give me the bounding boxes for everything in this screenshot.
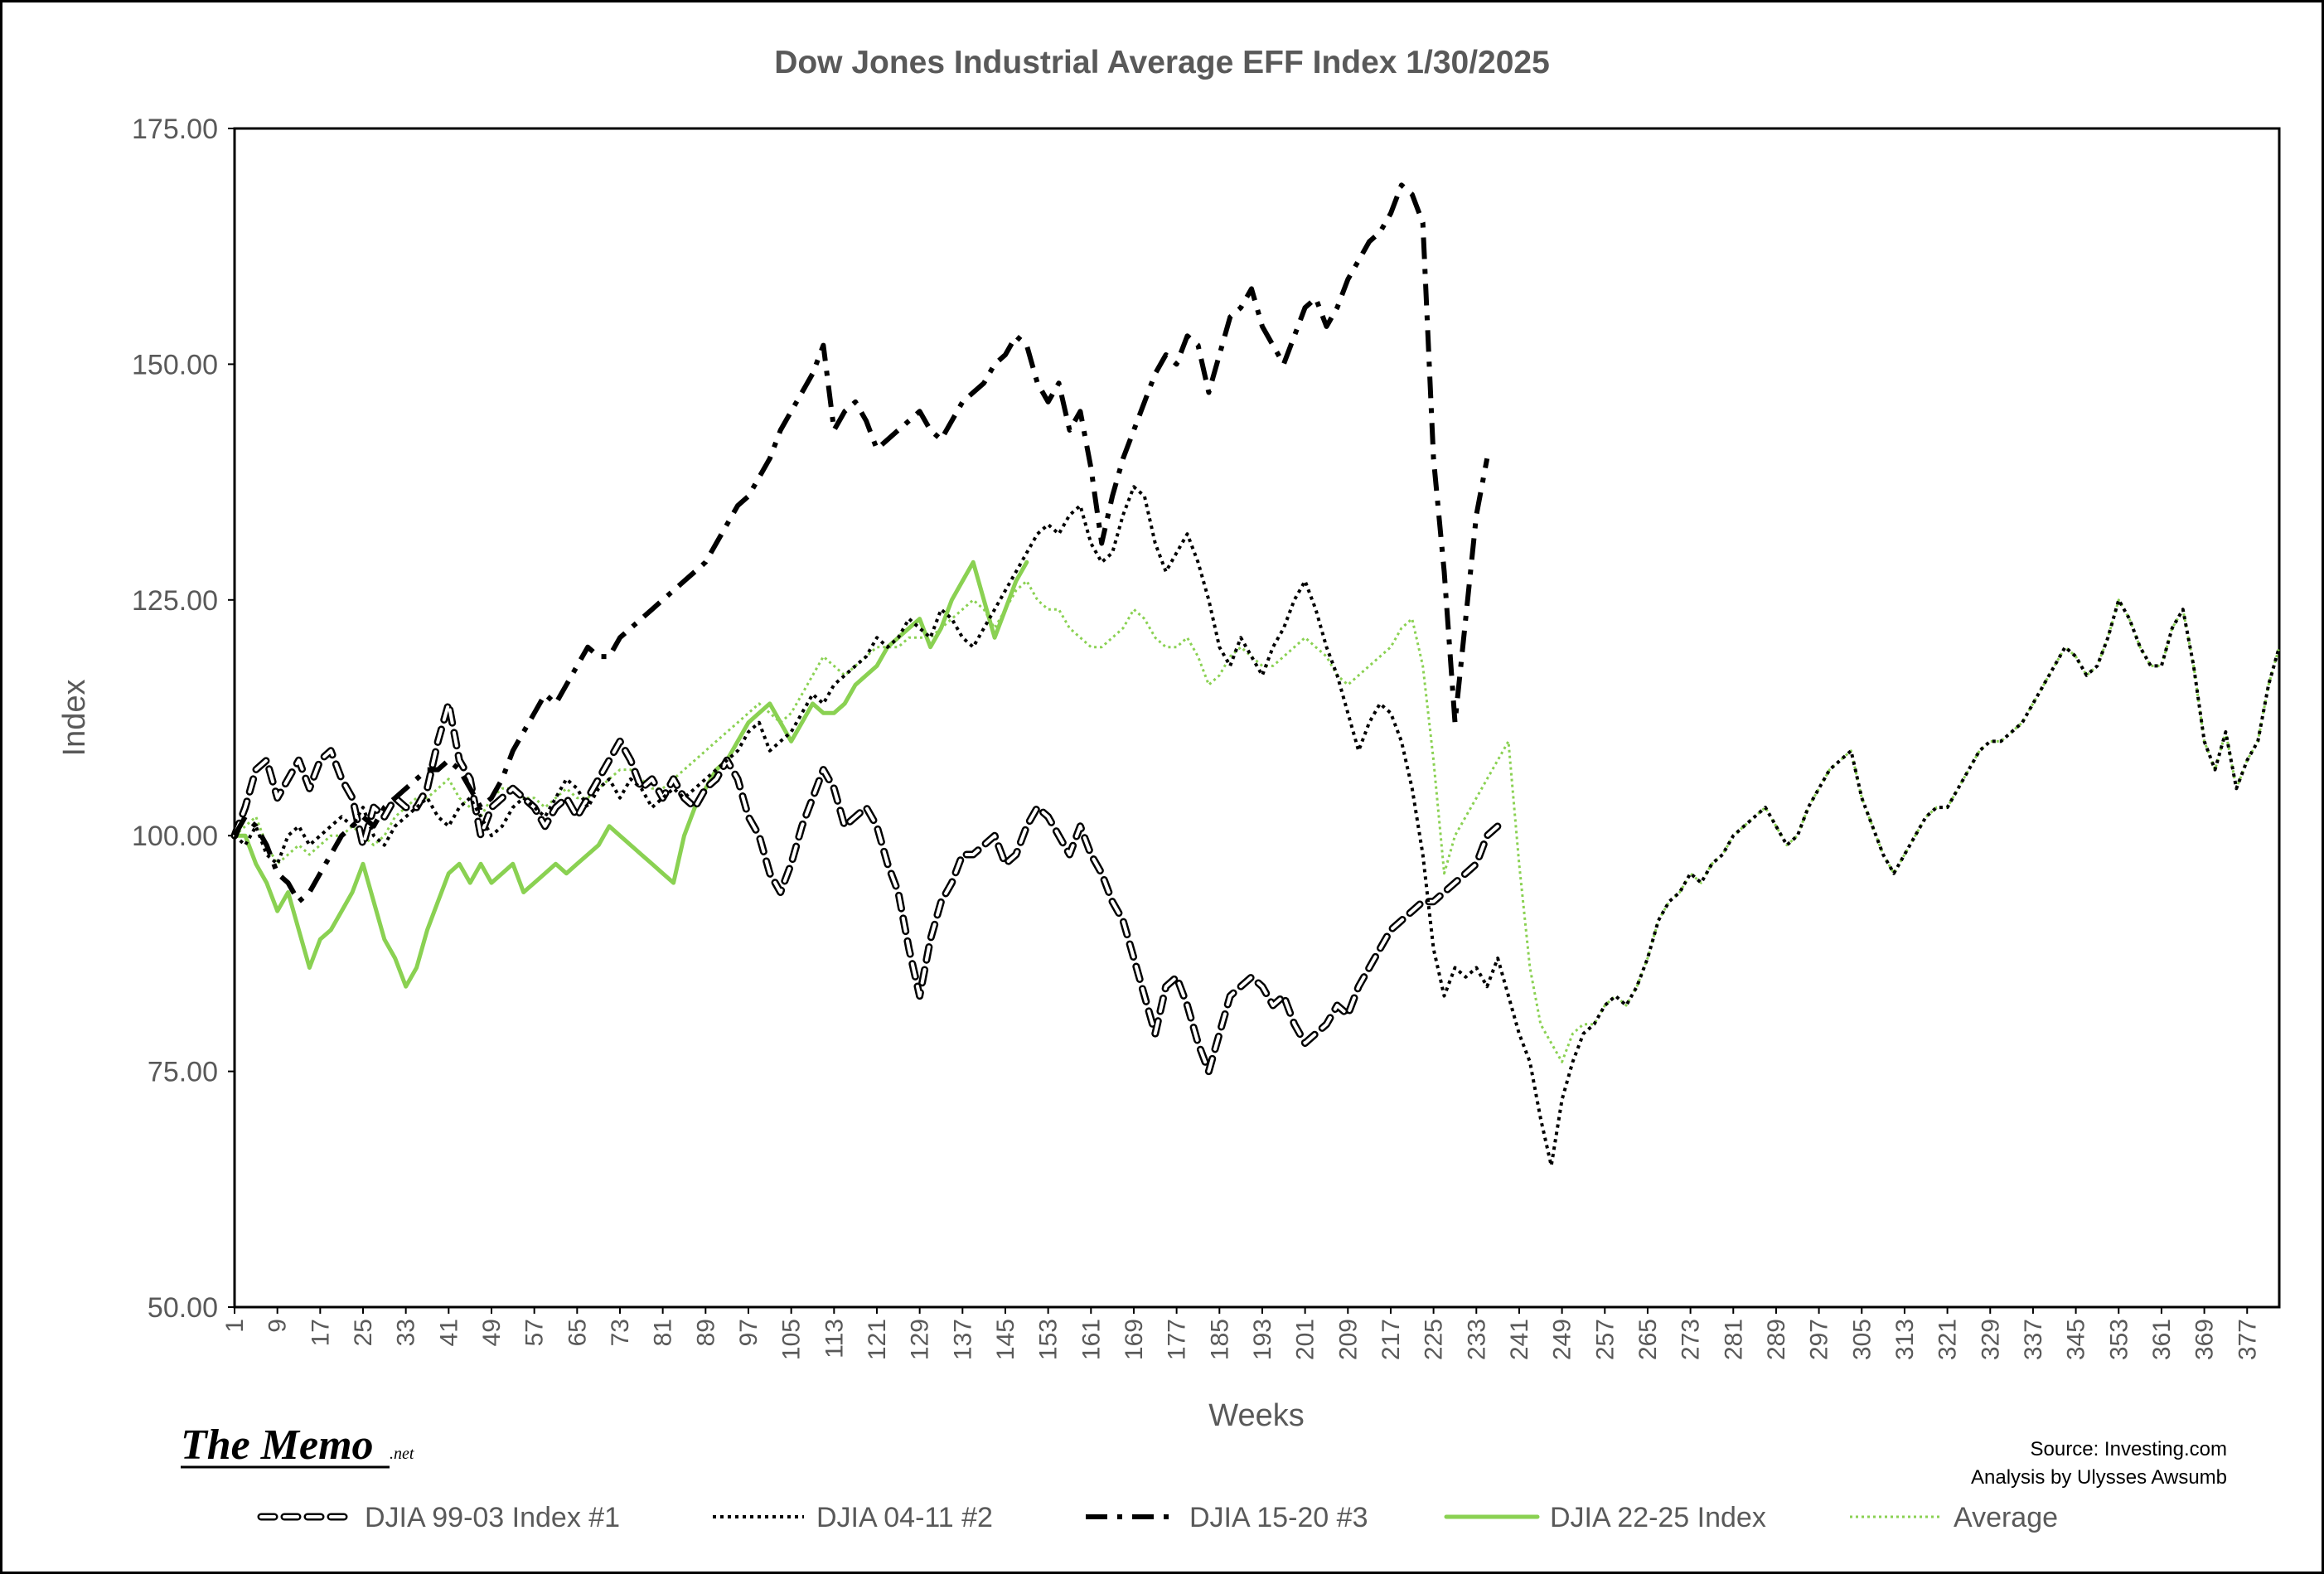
x-tick-label: 265 — [1634, 1319, 1662, 1360]
x-tick-label: 257 — [1591, 1319, 1619, 1360]
x-tick-label: 49 — [478, 1319, 506, 1346]
y-tick-label: 100.00 — [132, 821, 218, 852]
y-tick-label: 75.00 — [148, 1057, 218, 1088]
legend-label: Average — [1954, 1502, 2058, 1533]
x-tick-label: 281 — [1720, 1319, 1747, 1360]
x-tick-label: 377 — [2234, 1319, 2261, 1360]
x-tick-label: 193 — [1249, 1319, 1276, 1360]
legend-label: DJIA 22-25 Index — [1550, 1502, 1766, 1533]
logo-suffix: .net — [390, 1445, 414, 1463]
x-tick-label: 137 — [949, 1319, 976, 1360]
x-tick-label: 297 — [1806, 1319, 1833, 1360]
legend: DJIA 99-03 Index #1 DJIA 04-11 #2 DJIA 15-… — [257, 1502, 2058, 1533]
x-tick-label: 329 — [1977, 1319, 2004, 1360]
x-tick-label: 321 — [1934, 1319, 1962, 1360]
chart-title: Dow Jones Industrial Average EFF Index 1… — [774, 45, 1550, 80]
x-tick-label: 177 — [1164, 1319, 1191, 1360]
x-tick-label: 9 — [264, 1319, 292, 1333]
legend-label: DJIA 15-20 #3 — [1189, 1502, 1368, 1533]
x-tick-label: 249 — [1549, 1319, 1576, 1360]
x-tick-label: 369 — [2191, 1319, 2219, 1360]
series-layer — [230, 182, 2281, 1168]
series-line-1 — [233, 485, 2281, 1168]
legend-label: DJIA 99-03 Index #1 — [365, 1502, 620, 1533]
logo-text: The Memo — [181, 1421, 374, 1469]
x-tick-label: 97 — [735, 1319, 763, 1346]
x-tick-label: 209 — [1334, 1319, 1362, 1360]
x-tick-label: 169 — [1121, 1319, 1148, 1360]
x-tick-label: 89 — [692, 1319, 719, 1346]
x-tick-label: 1 — [221, 1319, 249, 1333]
x-tick-label: 17 — [307, 1319, 334, 1346]
x-axis-ticks: 1 9 17 25 33 41 49 57 65 73 81 89 97 105 113 121 129 137 1… — [221, 1307, 2261, 1360]
legend-label: DJIA 04-11 #2 — [816, 1502, 993, 1533]
analysis-line: Analysis by Ulysses Awsumb — [1971, 1466, 2227, 1489]
y-axis-label: Index — [57, 680, 92, 757]
x-tick-label: 225 — [1421, 1319, 1448, 1360]
x-tick-label: 41 — [435, 1319, 462, 1346]
y-axis-ticks: 50.00 75.00 100.00 125.00 150.00 175.00 — [132, 114, 235, 1324]
x-tick-label: 337 — [2020, 1319, 2047, 1360]
x-tick-label: 161 — [1077, 1319, 1105, 1360]
x-tick-label: 273 — [1678, 1319, 1705, 1360]
x-tick-label: 65 — [564, 1319, 591, 1346]
x-tick-label: 241 — [1506, 1319, 1533, 1360]
x-tick-label: 345 — [2063, 1319, 2090, 1360]
series-line-0 — [233, 701, 1500, 1073]
x-tick-label: 105 — [778, 1319, 806, 1360]
x-tick-label: 129 — [907, 1319, 934, 1360]
series-line-4 — [234, 579, 2281, 1063]
x-tick-label: 153 — [1035, 1319, 1063, 1360]
x-tick-label: 81 — [650, 1319, 677, 1346]
x-tick-label: 353 — [2105, 1319, 2133, 1360]
x-tick-label: 121 — [864, 1319, 891, 1360]
x-tick-label: 233 — [1463, 1319, 1490, 1360]
x-tick-label: 313 — [1891, 1319, 1919, 1360]
x-tick-label: 185 — [1206, 1319, 1233, 1360]
x-axis-label: Weeks — [1208, 1398, 1304, 1433]
y-tick-label: 125.00 — [132, 585, 218, 617]
plot-area — [233, 127, 2281, 1309]
y-tick-label: 175.00 — [132, 114, 218, 145]
x-tick-label: 201 — [1292, 1319, 1319, 1360]
x-tick-label: 289 — [1763, 1319, 1790, 1360]
x-tick-label: 361 — [2148, 1319, 2176, 1360]
x-tick-label: 25 — [350, 1319, 377, 1346]
x-tick-label: 113 — [821, 1319, 848, 1358]
y-tick-label: 150.00 — [132, 349, 218, 380]
x-tick-label: 305 — [1848, 1319, 1876, 1360]
source-line: Source: Investing.com — [2031, 1438, 2227, 1460]
x-tick-label: 57 — [521, 1319, 549, 1346]
y-tick-label: 50.00 — [148, 1292, 218, 1324]
x-tick-label: 73 — [607, 1319, 634, 1346]
x-tick-label: 33 — [393, 1319, 420, 1346]
series-line-2 — [232, 182, 1490, 904]
x-tick-label: 217 — [1377, 1319, 1405, 1360]
x-tick-label: 145 — [992, 1319, 1019, 1360]
logo: The Memo .net — [181, 1421, 414, 1469]
